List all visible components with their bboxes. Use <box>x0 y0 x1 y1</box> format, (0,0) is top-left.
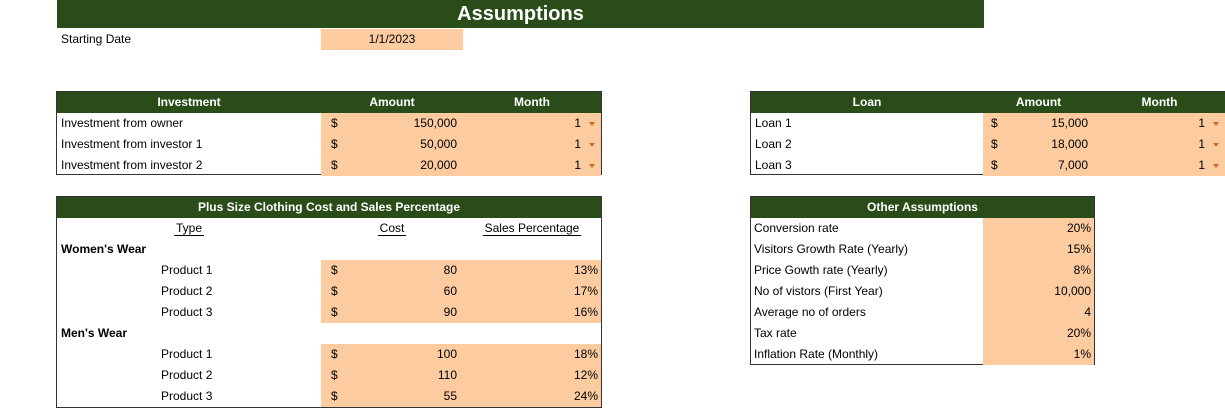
currency-symbol: $ <box>321 281 351 302</box>
sales-percentage-input[interactable]: 17% <box>463 281 601 302</box>
chevron-down-icon[interactable] <box>589 163 595 168</box>
product-cost-input[interactable]: 80 <box>351 260 463 281</box>
clothing-table <box>56 196 602 408</box>
currency-symbol: $ <box>321 302 351 323</box>
product-name: Product 2 <box>161 284 213 298</box>
loan-amount-input[interactable]: 7,000 <box>1013 155 1094 176</box>
investment-month-select-value: 1 <box>574 137 581 151</box>
currency-symbol: $ <box>321 134 351 155</box>
product-name: Product 1 <box>161 347 213 361</box>
assumption-label: Conversion rate <box>754 221 839 235</box>
assumption-label: Price Gowth rate (Yearly) <box>754 263 888 277</box>
sales-percentage-input[interactable]: 12% <box>463 365 601 386</box>
assumption-label: Average no of orders <box>754 305 866 319</box>
currency-symbol: $ <box>983 134 1013 155</box>
loan-amount-header: Amount <box>983 92 1094 113</box>
investment-month-select-value: 1 <box>574 116 581 130</box>
investment-name: Investment from investor 2 <box>61 158 203 172</box>
loan-header: Loan <box>751 92 983 113</box>
sales-percentage-input[interactable]: 24% <box>463 386 601 407</box>
currency-symbol: $ <box>321 260 351 281</box>
other-assumptions-table <box>750 196 1095 365</box>
product-cost-input[interactable]: 100 <box>351 344 463 365</box>
product-cost-input[interactable]: 110 <box>351 365 463 386</box>
clothing-table-title: Plus Size Clothing Cost and Sales Percen… <box>57 197 601 218</box>
investment-amount-input[interactable]: 20,000 <box>351 155 463 176</box>
currency-symbol: $ <box>321 113 351 134</box>
loan-name: Loan 1 <box>755 116 792 130</box>
investment-name: Investment from investor 1 <box>61 137 203 151</box>
assumption-label: Inflation Rate (Monthly) <box>754 347 879 361</box>
sales-percentage-column-header: Sales Percentage <box>482 221 582 236</box>
investment-month-select-value: 1 <box>574 158 581 172</box>
loan-name: Loan 3 <box>755 158 792 172</box>
investment-header: Investment <box>57 92 321 113</box>
chevron-down-icon[interactable] <box>589 142 595 147</box>
loan-month-select-value: 1 <box>1198 116 1205 130</box>
womens-wear-label: Women's Wear <box>61 242 147 256</box>
investment-name: Investment from owner <box>61 116 184 130</box>
assumption-label: Visitors Growth Rate (Yearly) <box>754 242 909 256</box>
loan-month-select-value: 1 <box>1198 137 1205 151</box>
chevron-down-icon[interactable] <box>1213 142 1219 147</box>
product-name: Product 3 <box>161 389 213 403</box>
assumption-value-input[interactable]: 20% <box>983 323 1094 344</box>
product-name: Product 3 <box>161 305 213 319</box>
currency-symbol: $ <box>321 386 351 407</box>
chevron-down-icon[interactable] <box>1213 163 1219 168</box>
starting-date-label: Starting Date <box>61 32 132 46</box>
investment-amount-input[interactable]: 150,000 <box>351 113 463 134</box>
investment-amount-input[interactable]: 50,000 <box>351 134 463 155</box>
loan-amount-input[interactable]: 15,000 <box>1013 113 1094 134</box>
assumption-value-input[interactable]: 20% <box>983 218 1094 239</box>
page-title: Assumptions <box>57 0 984 28</box>
investment-month-header: Month <box>463 92 601 113</box>
investment-month-select[interactable]: 1 <box>463 155 601 176</box>
product-cost-input[interactable]: 90 <box>351 302 463 323</box>
loan-month-header: Month <box>1094 92 1225 113</box>
loan-month-select-value: 1 <box>1198 158 1205 172</box>
loan-month-select[interactable]: 1 <box>1094 113 1225 134</box>
loan-month-select[interactable]: 1 <box>1094 155 1225 176</box>
assumption-value-input[interactable]: 8% <box>983 260 1094 281</box>
starting-date-input[interactable]: 1/1/2023 <box>321 29 463 50</box>
assumption-value-input[interactable]: 15% <box>983 239 1094 260</box>
investment-amount-header: Amount <box>321 92 463 113</box>
type-column-header: Type <box>173 221 204 236</box>
product-cost-input[interactable]: 60 <box>351 281 463 302</box>
loan-month-select[interactable]: 1 <box>1094 134 1225 155</box>
chevron-down-icon[interactable] <box>589 121 595 126</box>
assumption-value-input[interactable]: 1% <box>983 344 1094 365</box>
sales-percentage-input[interactable]: 16% <box>463 302 601 323</box>
assumption-label: No of vistors (First Year) <box>754 284 883 298</box>
product-name: Product 2 <box>161 368 213 382</box>
investment-month-select[interactable]: 1 <box>463 134 601 155</box>
currency-symbol: $ <box>983 155 1013 176</box>
product-name: Product 1 <box>161 263 213 277</box>
assumption-value-input[interactable]: 10,000 <box>983 281 1094 302</box>
cost-column-header: Cost <box>377 221 407 236</box>
loan-amount-input[interactable]: 18,000 <box>1013 134 1094 155</box>
mens-wear-label: Men's Wear <box>61 326 127 340</box>
investment-month-select[interactable]: 1 <box>463 113 601 134</box>
sales-percentage-input[interactable]: 13% <box>463 260 601 281</box>
currency-symbol: $ <box>983 113 1013 134</box>
currency-symbol: $ <box>321 365 351 386</box>
other-assumptions-title: Other Assumptions <box>751 197 1094 218</box>
loan-name: Loan 2 <box>755 137 792 151</box>
assumption-value-input[interactable]: 4 <box>983 302 1094 323</box>
assumption-label: Tax rate <box>754 326 797 340</box>
currency-symbol: $ <box>321 344 351 365</box>
chevron-down-icon[interactable] <box>1213 121 1219 126</box>
currency-symbol: $ <box>321 155 351 176</box>
product-cost-input[interactable]: 55 <box>351 386 463 407</box>
sales-percentage-input[interactable]: 18% <box>463 344 601 365</box>
